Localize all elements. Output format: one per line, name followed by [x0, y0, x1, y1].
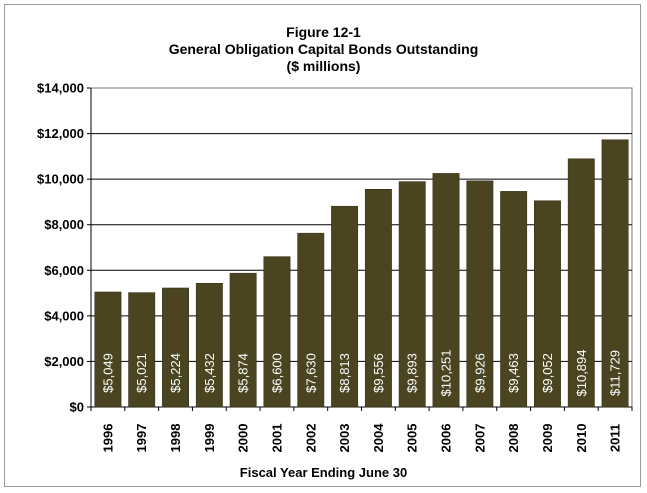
- y-tick-label: $14,000: [37, 81, 84, 96]
- x-tick-label: 2002: [303, 424, 318, 453]
- bar: [128, 292, 156, 408]
- y-tick-label: $10,000: [37, 172, 84, 187]
- y-tick-label: $4,000: [44, 308, 84, 323]
- x-tick-label: 2011: [608, 424, 623, 452]
- data-label: $5,049: [100, 353, 115, 393]
- x-tick-label: 1998: [168, 424, 183, 453]
- data-label: $5,224: [168, 353, 183, 393]
- y-tick-label: $2,000: [44, 354, 84, 369]
- bar: [534, 200, 561, 408]
- data-label: $9,463: [506, 353, 521, 393]
- x-tick-label: 2010: [574, 424, 589, 453]
- bar: [162, 287, 189, 408]
- bar: [229, 272, 257, 408]
- chart-units: ($ millions): [286, 58, 361, 74]
- data-label: $9,893: [405, 353, 420, 393]
- x-tick-label: 2009: [540, 424, 555, 453]
- x-tick-label: 2003: [337, 424, 352, 453]
- y-tick-label: $12,000: [37, 126, 84, 141]
- x-tick-label: 2001: [269, 424, 284, 453]
- x-axis-title: Fiscal Year Ending June 30: [239, 465, 408, 480]
- y-tick-label: $0: [70, 400, 84, 415]
- data-label: $9,556: [371, 353, 386, 393]
- bar: [195, 282, 223, 408]
- bar: [567, 158, 595, 408]
- x-tick-label: 2005: [405, 424, 420, 453]
- x-tick-label: 1999: [202, 424, 217, 453]
- x-tick-label: 1997: [134, 424, 149, 453]
- chart-subtitle: General Obligation Capital Bonds Outstan…: [168, 41, 479, 57]
- bar: [466, 180, 494, 408]
- bar: [94, 291, 122, 408]
- data-label: $6,600: [269, 353, 284, 393]
- x-tick-label: 2007: [472, 424, 487, 453]
- data-label: $5,874: [236, 353, 251, 393]
- data-label: $10,894: [574, 350, 589, 397]
- data-label: $8,813: [337, 353, 352, 393]
- y-tick-label: $8,000: [44, 217, 84, 232]
- y-tick-label: $6,000: [44, 263, 84, 278]
- data-label: $10,251: [439, 350, 454, 397]
- data-label: $5,021: [134, 353, 149, 393]
- x-tick-label: 2008: [506, 424, 521, 453]
- data-label: $11,729: [608, 350, 623, 396]
- x-tick-label: 2000: [236, 424, 251, 453]
- x-tick-label: 1996: [100, 424, 115, 453]
- bar: [398, 181, 426, 408]
- bar: [297, 232, 325, 408]
- bar: [364, 189, 392, 408]
- bar: [331, 205, 359, 408]
- x-tick-label: 2004: [371, 423, 386, 453]
- bar: [263, 256, 291, 408]
- bar: [432, 173, 460, 408]
- chart-title: Figure 12-1: [286, 24, 361, 40]
- x-tick-label: 2006: [439, 424, 454, 453]
- bar: [500, 191, 528, 408]
- chart-title-block: Figure 12-1 General Obligation Capital B…: [0, 24, 647, 75]
- data-label: $5,432: [202, 353, 217, 393]
- data-label: $7,630: [303, 353, 318, 393]
- data-label: $9,926: [472, 353, 487, 393]
- data-label: $9,052: [540, 353, 555, 393]
- bar: [601, 139, 629, 408]
